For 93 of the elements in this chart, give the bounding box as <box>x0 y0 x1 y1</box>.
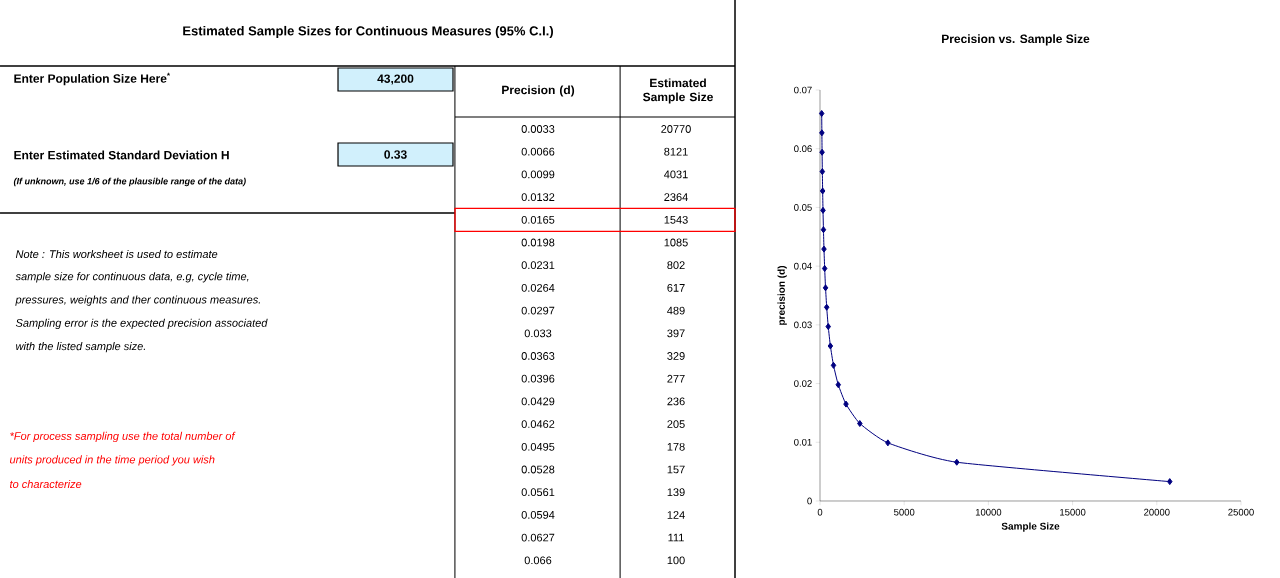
text: 0.0264 <box>521 284 555 292</box>
text: 0.066 <box>524 556 552 565</box>
text: 0.0495 <box>521 442 555 451</box>
y-tick-label: 0.02 <box>794 380 812 387</box>
text: to characterize <box>10 479 82 489</box>
point <box>819 148 825 156</box>
x-tick-label: 15000 <box>1060 508 1086 516</box>
text: Precision (d) <box>502 85 575 97</box>
text: 20770 <box>661 125 691 133</box>
text: 178 <box>667 442 685 451</box>
text: 0.33 <box>384 150 407 159</box>
point <box>819 129 825 137</box>
point <box>954 458 960 466</box>
point <box>820 226 827 234</box>
text: pressures, weights and ther continuous measures. <box>15 295 260 306</box>
text: 0.0561 <box>521 488 555 497</box>
text: 2364 <box>664 193 688 201</box>
point <box>822 284 829 292</box>
text: 0.0198 <box>521 238 555 247</box>
point <box>823 303 830 311</box>
point <box>843 400 849 408</box>
point <box>819 187 826 195</box>
text: 0.0627 <box>521 533 555 542</box>
y-tick-label: 0 <box>807 497 812 505</box>
text: Enter Population Size Here$^{*}$ <box>14 72 171 86</box>
text: Estimated Sample Sizes for Continuous Measures (95% C.I.) <box>183 25 553 39</box>
text: 0.0363 <box>521 352 555 360</box>
y-tick-label: 0.03 <box>794 321 812 329</box>
x-tick-label: 0 <box>817 508 823 516</box>
text: Note : This worksheet is used to estimate <box>15 249 218 259</box>
point <box>835 381 842 389</box>
text: 0.0033 <box>521 125 555 133</box>
text: 4031 <box>664 170 688 179</box>
point <box>820 206 826 214</box>
text: 0.0594 <box>521 511 555 519</box>
text: 0.0462 <box>521 420 555 428</box>
text: 0.0099 <box>521 170 555 179</box>
y-tick-label: 0.01 <box>794 438 812 446</box>
chart-title: Precision vs. Sample Size <box>942 34 1090 46</box>
text: 236 <box>667 397 685 406</box>
text: sample size for continuous data, e.g, cycle time, <box>15 272 249 283</box>
x-axis-title: Sample Size <box>1001 522 1060 532</box>
text: 617 <box>667 284 685 292</box>
y-tick-label: 0.06 <box>794 145 812 153</box>
text: 0.0231 <box>521 261 555 270</box>
text: 205 <box>667 420 685 428</box>
text: 0.0297 <box>521 306 555 315</box>
point <box>1167 478 1173 486</box>
text: 397 <box>667 329 685 338</box>
x-tick-label: 25000 <box>1228 508 1254 516</box>
text: 0.0066 <box>521 147 555 156</box>
y-tick-label: 0.07 <box>794 86 812 94</box>
point <box>827 342 834 350</box>
point <box>818 109 825 117</box>
x-tick-label: 10000 <box>975 508 1002 516</box>
text: 124 <box>667 511 685 519</box>
point <box>819 168 826 176</box>
y-tick-label: 0.04 <box>794 262 812 270</box>
text: 0.0132 <box>521 193 555 201</box>
point <box>830 361 837 369</box>
text: units produced in the time period you wish <box>10 455 215 466</box>
text: 802 <box>667 261 685 270</box>
text: 8121 <box>664 147 688 156</box>
text: Estimated Sample Size <box>643 78 713 104</box>
text: 43,200 <box>377 74 414 85</box>
point <box>821 245 827 253</box>
text: 0.0165 <box>521 215 555 224</box>
text: 111 <box>668 533 684 542</box>
point <box>825 323 831 331</box>
text: 0.0429 <box>521 397 555 406</box>
point <box>821 264 828 272</box>
text: *For process sampling use the total number of <box>10 431 236 443</box>
text: with the listed sample size. <box>16 342 146 353</box>
text: 0.0528 <box>521 465 555 474</box>
text: Sampling error is the expected precision associated <box>15 318 268 330</box>
text: 329 <box>667 352 685 360</box>
text: (If unknown, use 1/6 of the plausible range of the data) <box>13 177 246 187</box>
point <box>885 439 891 447</box>
text: 1543 <box>664 215 688 224</box>
text: Enter Estimated Standard Deviation H <box>14 150 229 160</box>
text: 489 <box>667 306 685 315</box>
text: 277 <box>667 374 685 383</box>
text: 100 <box>667 556 685 565</box>
text: 139 <box>667 488 685 497</box>
y-tick-label: 0.05 <box>794 204 812 211</box>
x-tick-label: 20000 <box>1144 508 1170 516</box>
point <box>857 419 863 427</box>
text: 0.0396 <box>521 374 555 383</box>
y-axis-title: precision (d) <box>777 265 787 325</box>
text: 0.033 <box>524 329 552 338</box>
text: 157 <box>667 465 685 474</box>
x-tick-label: 5000 <box>894 508 915 516</box>
text: 1085 <box>664 238 688 247</box>
